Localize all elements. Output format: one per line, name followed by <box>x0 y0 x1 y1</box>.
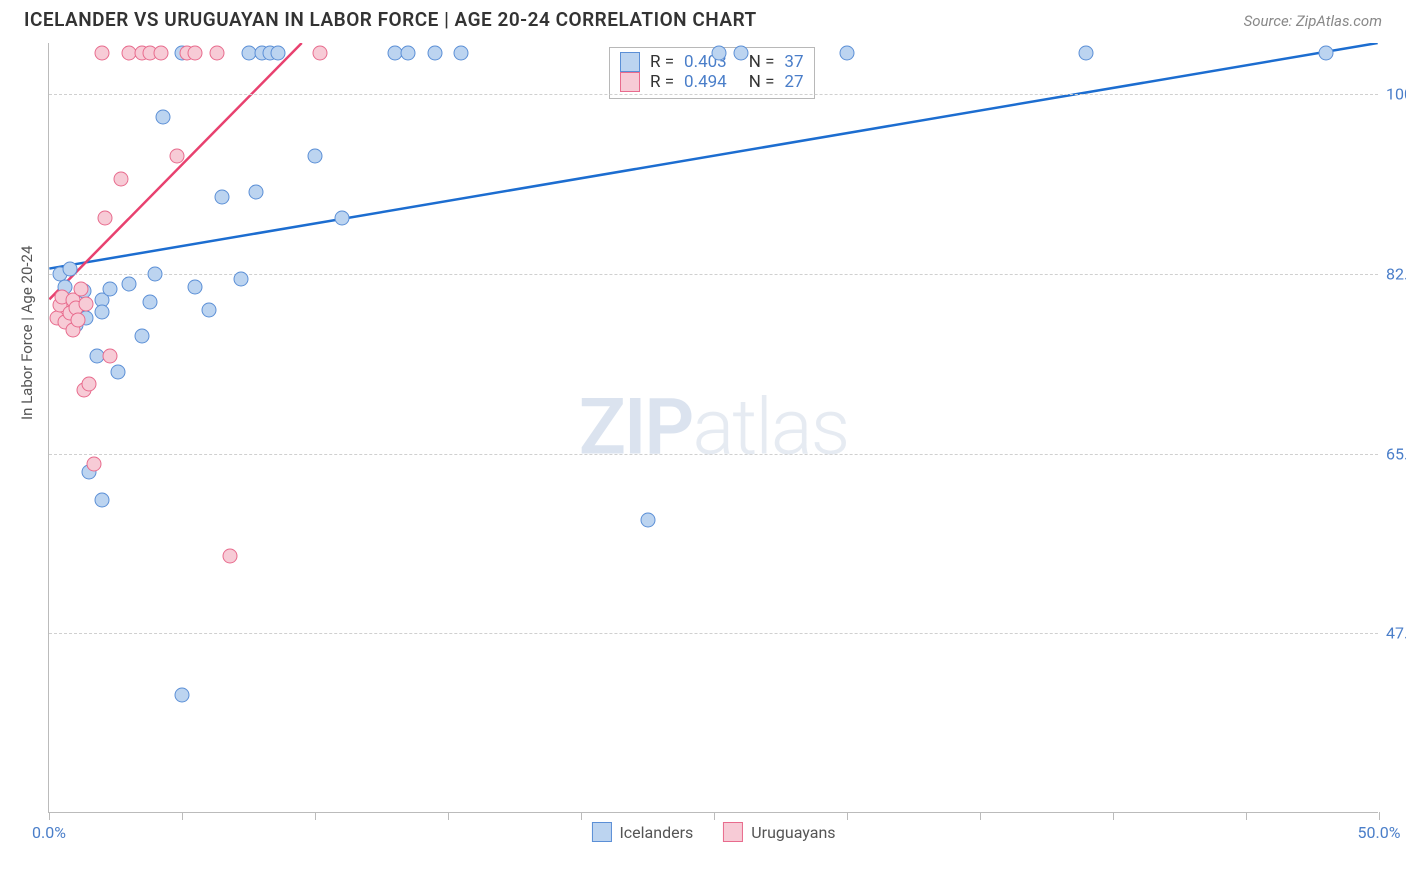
data-point <box>209 46 224 61</box>
xtick <box>714 812 715 820</box>
gridline <box>49 454 1378 455</box>
data-point <box>169 148 184 163</box>
data-point <box>153 46 168 61</box>
data-point <box>95 492 110 507</box>
data-point <box>1318 46 1333 61</box>
data-point <box>201 302 216 317</box>
legend-series-label: Uruguayans <box>751 823 835 842</box>
xtick <box>182 812 183 820</box>
data-point <box>111 364 126 379</box>
ytick-label: 65.0% <box>1380 444 1406 463</box>
data-point <box>175 687 190 702</box>
legend-n-value: 37 <box>784 52 803 72</box>
data-point <box>401 46 416 61</box>
xtick-label: 50.0% <box>1358 823 1401 842</box>
data-point <box>733 46 748 61</box>
xtick <box>980 812 981 820</box>
xtick <box>1379 812 1380 820</box>
legend-r-label: R = <box>650 52 674 72</box>
chart-title: ICELANDER VS URUGUAYAN IN LABOR FORCE | … <box>24 8 757 31</box>
xtick <box>315 812 316 820</box>
legend-n-label: N = <box>749 52 775 72</box>
xtick <box>448 812 449 820</box>
data-point <box>63 261 78 276</box>
data-point <box>143 294 158 309</box>
data-point <box>334 210 349 225</box>
gridline <box>49 274 1378 275</box>
legend-item: Uruguayans <box>723 822 835 842</box>
source-label: Source: ZipAtlas.com <box>1244 12 1382 30</box>
xtick <box>1246 812 1247 820</box>
data-point <box>840 46 855 61</box>
legend-n-label: N = <box>749 72 775 92</box>
legend-swatch <box>620 52 640 72</box>
xtick <box>1113 812 1114 820</box>
data-point <box>270 46 285 61</box>
data-point <box>81 376 96 391</box>
legend-item: Icelanders <box>591 822 693 842</box>
data-point <box>135 328 150 343</box>
legend-r-label: R = <box>650 72 674 92</box>
xtick <box>581 812 582 820</box>
data-point <box>121 277 136 292</box>
data-point <box>249 184 264 199</box>
legend-row: R = 0.494 N = 27 <box>620 72 804 92</box>
xtick <box>847 812 848 820</box>
ytick-label: 82.5% <box>1380 265 1406 284</box>
scatter-plot: ZIPatlas R = 0.403N = 37R = 0.494N = 27 … <box>48 43 1378 813</box>
data-point <box>148 267 163 282</box>
data-point <box>87 456 102 471</box>
data-point <box>103 282 118 297</box>
data-point <box>712 46 727 61</box>
legend-swatch <box>591 822 611 842</box>
data-point <box>313 46 328 61</box>
gridline <box>49 94 1378 95</box>
legend-r-value: 0.494 <box>684 72 727 92</box>
data-point <box>427 46 442 61</box>
data-point <box>95 46 110 61</box>
data-point <box>640 513 655 528</box>
data-point <box>73 282 88 297</box>
data-point <box>188 280 203 295</box>
data-point <box>95 304 110 319</box>
ytick-label: 47.5% <box>1380 624 1406 643</box>
xtick <box>49 812 50 820</box>
data-point <box>308 148 323 163</box>
regression-line <box>49 43 301 299</box>
legend-swatch <box>620 72 640 92</box>
data-point <box>214 190 229 205</box>
data-point <box>1079 46 1094 61</box>
yaxis-title: In Labor Force | Age 20-24 <box>18 246 36 420</box>
data-point <box>233 272 248 287</box>
watermark: ZIPatlas <box>579 382 848 473</box>
legend-series-label: Icelanders <box>619 823 693 842</box>
regression-lines <box>49 43 1378 812</box>
data-point <box>454 46 469 61</box>
data-point <box>156 109 171 124</box>
legend-swatch <box>723 822 743 842</box>
legend-series: Icelanders Uruguayans <box>591 822 835 842</box>
data-point <box>71 313 86 328</box>
ytick-label: 100.0% <box>1380 85 1406 104</box>
legend-n-value: 27 <box>784 72 803 92</box>
data-point <box>113 171 128 186</box>
data-point <box>222 549 237 564</box>
data-point <box>79 296 94 311</box>
data-point <box>97 210 112 225</box>
data-point <box>188 46 203 61</box>
xtick-label: 0.0% <box>32 823 66 842</box>
gridline <box>49 633 1378 634</box>
data-point <box>103 349 118 364</box>
